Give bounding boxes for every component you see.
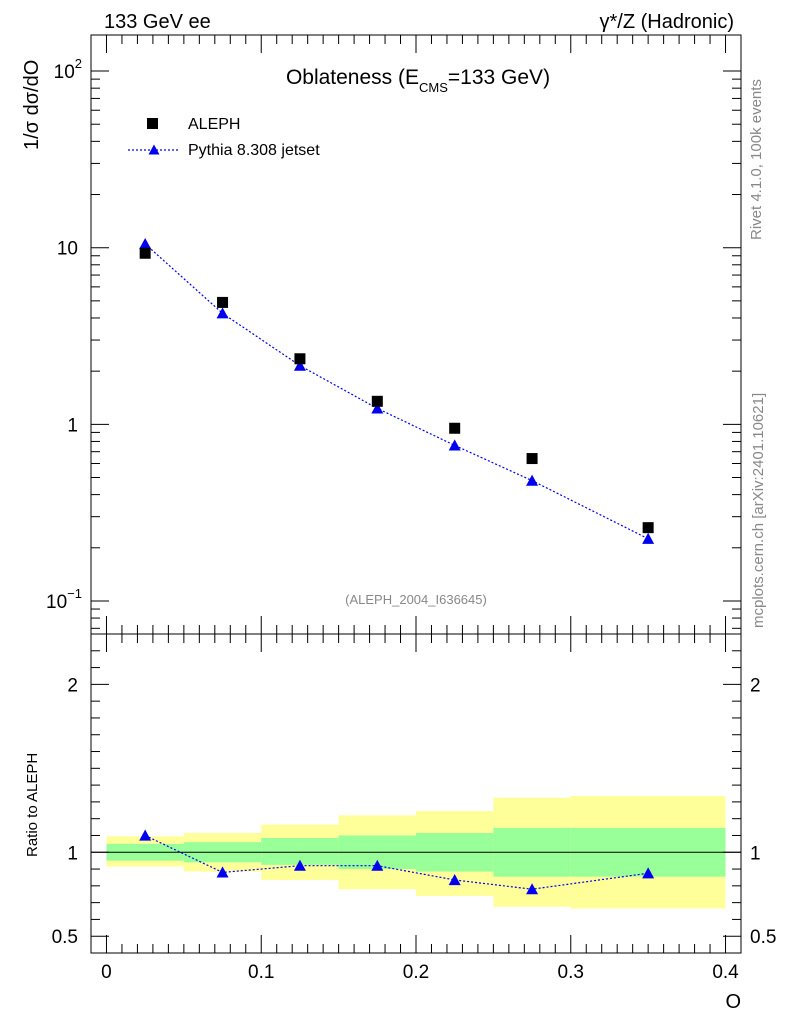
ratio-mc-point bbox=[139, 829, 152, 841]
watermark: (ALEPH_2004_I636645) bbox=[345, 592, 487, 607]
legend-marker-aleph bbox=[147, 118, 158, 129]
ratio-y-tick-label: 2 bbox=[67, 675, 78, 696]
y-tick-label: 10−1 bbox=[46, 586, 82, 613]
legend-label-aleph: ALEPH bbox=[188, 116, 240, 133]
ratio-panel: 0.5 0.5 1 1 2 2 0 0.1 0.2 0.3 0.4 Ratio to ALEPH O bbox=[24, 633, 776, 1013]
y-tick-label: 10 bbox=[57, 239, 78, 260]
mc-point bbox=[139, 237, 152, 250]
x-tick-label: 0.3 bbox=[558, 962, 584, 983]
data-point bbox=[371, 395, 383, 407]
mc-point bbox=[526, 474, 539, 486]
mc-point bbox=[642, 532, 655, 544]
mcplots-label: mcplots.cern.ch [arXiv:2401.10621] bbox=[750, 393, 767, 628]
x-tick-label: 0.2 bbox=[403, 962, 429, 983]
mc-point bbox=[371, 402, 384, 414]
rivet-label: Rivet 4.1.0, 100k events bbox=[748, 79, 765, 240]
ratio-y-tick-label-right: 0.5 bbox=[750, 927, 776, 948]
legend-marker-pythia bbox=[148, 144, 160, 155]
legend: ALEPH Pythia 8.308 jetset bbox=[128, 116, 320, 159]
x-axis-label: O bbox=[725, 991, 741, 1013]
data-point bbox=[642, 522, 654, 534]
x-tick-label: 0.1 bbox=[248, 962, 274, 983]
header-right: γ*/Z (Hadronic) bbox=[600, 11, 734, 33]
main-ylabel: 1/σ dσ/dO bbox=[21, 60, 43, 150]
header-left: 133 GeV ee bbox=[104, 11, 211, 33]
main-panel: 10−1 1 10 102 Oblateness (ECMS=133 GeV) 1/σ… bbox=[21, 34, 742, 635]
mc-point bbox=[293, 359, 306, 371]
ratio-y-tick-label-right: 2 bbox=[750, 675, 761, 696]
mc-point bbox=[448, 439, 461, 451]
y-tick-label: 102 bbox=[54, 56, 82, 83]
y-tick-label: 1 bbox=[67, 415, 78, 436]
ratio-mc-point bbox=[642, 867, 655, 879]
data-point bbox=[294, 353, 306, 365]
data-point bbox=[217, 296, 229, 308]
mc-point bbox=[216, 307, 229, 319]
ratio-mc-point bbox=[216, 866, 229, 878]
ratio-ylabel: Ratio to ALEPH bbox=[24, 753, 41, 857]
data-point bbox=[449, 422, 461, 434]
ratio-y-tick-label: 1 bbox=[67, 843, 78, 864]
ratio-mc-point bbox=[448, 873, 461, 886]
data-point bbox=[139, 247, 151, 259]
ratio-mc-point bbox=[526, 883, 539, 895]
ratio-mc-point bbox=[371, 859, 384, 871]
ratio-mc-point bbox=[293, 859, 306, 871]
ratio-y-tick-label: 0.5 bbox=[52, 927, 78, 948]
legend-label-pythia: Pythia 8.308 jetset bbox=[188, 142, 320, 159]
x-tick-label: 0 bbox=[101, 962, 112, 983]
data-point bbox=[526, 453, 538, 465]
x-tick-label: 0.4 bbox=[712, 962, 739, 983]
ratio-y-tick-label-right: 1 bbox=[750, 843, 761, 864]
main-title: Oblateness (ECMS=133 GeV) bbox=[286, 66, 550, 95]
mc-line bbox=[144, 243, 649, 540]
